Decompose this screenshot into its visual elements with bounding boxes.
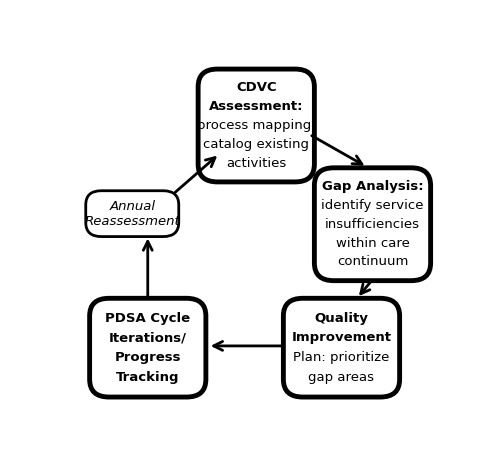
FancyBboxPatch shape xyxy=(284,298,400,397)
Text: gap areas: gap areas xyxy=(308,371,374,384)
Text: Annual: Annual xyxy=(109,200,155,213)
Text: Progress: Progress xyxy=(114,351,181,364)
Text: activities: activities xyxy=(226,157,286,169)
Text: process mapping,: process mapping, xyxy=(197,119,316,132)
Text: within care: within care xyxy=(336,236,409,250)
Text: Tracking: Tracking xyxy=(116,371,180,384)
Text: Plan: prioritize: Plan: prioritize xyxy=(294,351,390,364)
Text: identify service: identify service xyxy=(321,199,424,212)
Text: Iterations/: Iterations/ xyxy=(109,331,187,344)
Text: Improvement: Improvement xyxy=(292,331,392,344)
Text: PDSA Cycle: PDSA Cycle xyxy=(105,311,190,325)
Text: insufficiencies: insufficiencies xyxy=(325,218,420,231)
Text: continuum: continuum xyxy=(337,256,408,268)
Text: Gap Analysis:: Gap Analysis: xyxy=(322,180,424,193)
FancyBboxPatch shape xyxy=(86,191,179,237)
Text: Assessment:: Assessment: xyxy=(209,100,304,113)
Text: catalog existing: catalog existing xyxy=(203,138,309,151)
Text: Reassessment: Reassessment xyxy=(84,215,180,228)
Text: CDVC: CDVC xyxy=(236,82,277,94)
FancyBboxPatch shape xyxy=(90,298,206,397)
FancyBboxPatch shape xyxy=(314,168,430,281)
FancyBboxPatch shape xyxy=(198,69,314,182)
Text: Quality: Quality xyxy=(314,311,368,325)
